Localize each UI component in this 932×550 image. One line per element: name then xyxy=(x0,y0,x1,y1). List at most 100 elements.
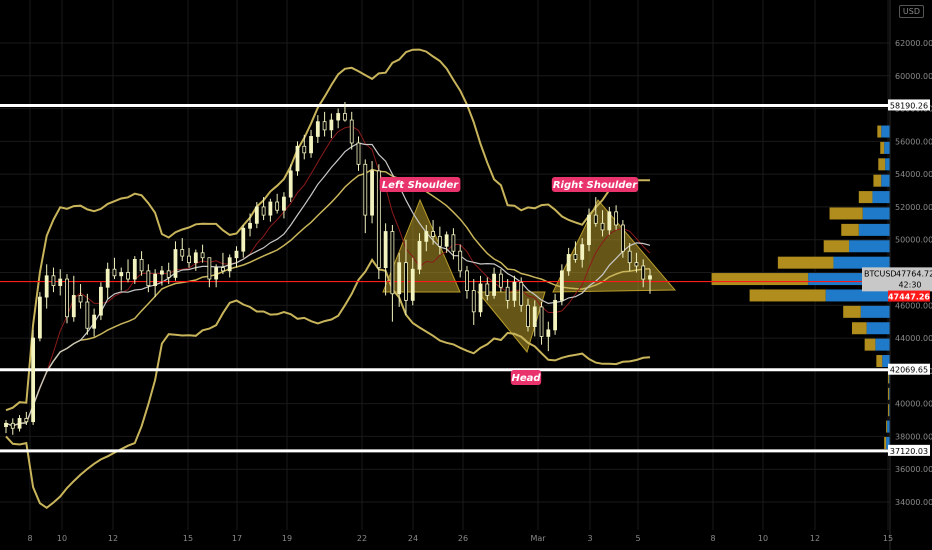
candle[interactable] xyxy=(248,213,252,237)
level-price-tag[interactable]: 58190.26 xyxy=(888,99,930,111)
annotations[interactable]: Left Shoulder Head Right Shoulder xyxy=(379,177,639,385)
candle[interactable] xyxy=(10,418,15,435)
candle[interactable] xyxy=(322,111,327,137)
candle[interactable] xyxy=(309,129,313,158)
candle[interactable] xyxy=(4,420,8,434)
candle[interactable] xyxy=(315,115,320,143)
candle[interactable] xyxy=(370,161,374,224)
candle[interactable] xyxy=(99,282,103,321)
candle[interactable] xyxy=(471,279,476,325)
candle[interactable] xyxy=(478,275,483,317)
candle[interactable] xyxy=(180,238,185,262)
candle[interactable] xyxy=(349,111,354,150)
candle[interactable] xyxy=(261,197,266,221)
candle[interactable] xyxy=(559,264,564,306)
candle[interactable] xyxy=(363,159,368,234)
candle[interactable] xyxy=(620,220,625,258)
candle[interactable] xyxy=(254,202,259,229)
candle[interactable] xyxy=(139,251,144,276)
candle[interactable] xyxy=(105,262,110,299)
candle[interactable] xyxy=(58,269,63,296)
candle[interactable] xyxy=(44,264,49,309)
candle[interactable] xyxy=(627,242,632,271)
candle[interactable] xyxy=(614,205,619,230)
candle[interactable] xyxy=(65,274,69,324)
candle[interactable] xyxy=(241,224,246,258)
candle[interactable] xyxy=(485,277,490,301)
candle[interactable] xyxy=(356,136,361,171)
red-level-price-tag[interactable]: 47447.26 xyxy=(888,290,930,302)
candle[interactable] xyxy=(580,238,585,268)
candle[interactable] xyxy=(553,293,557,335)
candle[interactable] xyxy=(160,265,164,286)
candle[interactable] xyxy=(634,252,639,273)
candle[interactable] xyxy=(383,223,388,296)
candle[interactable] xyxy=(24,411,29,425)
level-price-tag[interactable]: 42069.65 xyxy=(888,363,930,375)
candle[interactable] xyxy=(607,206,612,235)
annotation-label[interactable]: Head xyxy=(510,370,542,385)
candle[interactable] xyxy=(51,267,56,293)
candle[interactable] xyxy=(329,113,334,139)
candle[interactable] xyxy=(343,102,347,122)
candle[interactable] xyxy=(85,293,90,335)
candle[interactable] xyxy=(214,264,219,288)
candle[interactable] xyxy=(275,193,280,214)
candle[interactable] xyxy=(376,164,381,280)
candle[interactable] xyxy=(593,197,598,227)
candle[interactable] xyxy=(397,252,402,307)
candle[interactable] xyxy=(451,228,456,260)
candle[interactable] xyxy=(526,298,530,332)
candle[interactable] xyxy=(498,269,503,293)
candle[interactable] xyxy=(390,224,395,322)
current-price-tag[interactable]: BTCUSD 47764.72 42:30 xyxy=(862,267,932,292)
candle[interactable] xyxy=(17,415,22,432)
level-price-tag[interactable]: 37120.03 xyxy=(888,444,930,456)
candle[interactable] xyxy=(587,208,591,252)
candle[interactable] xyxy=(465,265,469,299)
candle[interactable] xyxy=(282,192,286,219)
candle[interactable] xyxy=(512,275,517,307)
candle[interactable] xyxy=(302,134,307,160)
candle[interactable] xyxy=(288,164,293,203)
candle[interactable] xyxy=(92,308,97,337)
candle[interactable] xyxy=(200,244,205,263)
candle[interactable] xyxy=(546,321,551,352)
candle[interactable] xyxy=(532,300,537,337)
candle[interactable] xyxy=(173,241,178,281)
candle[interactable] xyxy=(404,239,408,316)
candle[interactable] xyxy=(37,292,42,342)
candle[interactable] xyxy=(78,283,83,309)
candle[interactable] xyxy=(573,241,578,263)
candle[interactable] xyxy=(431,220,435,245)
candle[interactable] xyxy=(505,279,510,309)
candle[interactable] xyxy=(234,246,239,268)
candle[interactable] xyxy=(444,231,449,253)
candle[interactable] xyxy=(119,267,124,291)
candle[interactable] xyxy=(295,141,300,176)
candle[interactable] xyxy=(648,269,652,294)
candle[interactable] xyxy=(112,257,117,280)
annotation-label[interactable]: Left Shoulder xyxy=(379,177,461,192)
candle[interactable] xyxy=(221,252,225,275)
candle[interactable] xyxy=(424,224,429,252)
candle[interactable] xyxy=(71,275,76,322)
candle[interactable] xyxy=(166,262,171,284)
candlesticks[interactable] xyxy=(4,102,652,435)
candle[interactable] xyxy=(227,254,232,278)
candle[interactable] xyxy=(153,269,158,298)
candle[interactable] xyxy=(146,264,151,293)
currency-badge[interactable]: USD xyxy=(898,5,924,18)
candle[interactable] xyxy=(336,108,341,129)
candle[interactable] xyxy=(132,256,137,284)
candle[interactable] xyxy=(207,257,212,288)
candle[interactable] xyxy=(126,259,130,283)
candle[interactable] xyxy=(268,198,273,222)
candle[interactable] xyxy=(539,302,544,345)
candle[interactable] xyxy=(600,210,605,237)
candle[interactable] xyxy=(519,277,524,312)
candle[interactable] xyxy=(641,259,646,288)
candle[interactable] xyxy=(458,244,463,278)
